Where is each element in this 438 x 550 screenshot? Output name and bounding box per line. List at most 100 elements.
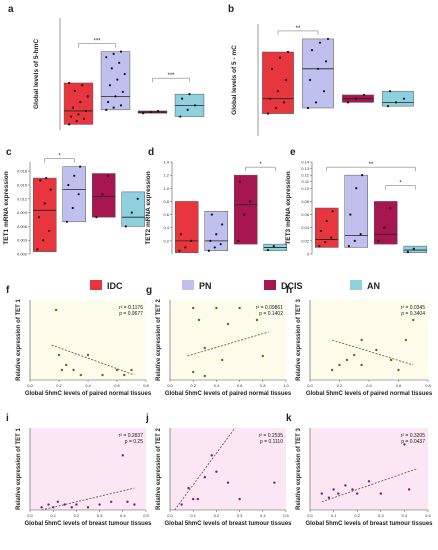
x-tick-label-i: 0.0 [27, 513, 33, 518]
point-d-IDC [184, 246, 187, 249]
point-a-PN [112, 106, 115, 109]
y-tick-label-c: 0.000 [17, 252, 28, 257]
point-c-IDC [42, 239, 45, 242]
point-e-IDC [324, 241, 327, 244]
point-a-IDC [82, 117, 86, 120]
data-point-k [407, 488, 411, 491]
point-a-IDC [70, 115, 73, 118]
data-point-h [397, 368, 400, 372]
point-a-AN [193, 104, 197, 107]
data-point-g [197, 318, 201, 322]
r2-label-f: r² = 0.1176 [119, 305, 143, 311]
panel-letter-k: k [286, 413, 292, 424]
plot-background-h [310, 300, 428, 380]
point-a-IDC [81, 84, 84, 87]
point-c-DCIS [107, 174, 110, 177]
panel-g: g 0.0 0.2 0.4 0.6 0.8 1.0 Global 5hmC levels of… [146, 285, 292, 397]
legend-label-PN: PN [199, 281, 212, 291]
box-b-AN [382, 90, 414, 107]
panel-b: b Global levels of 5 - mC ** [228, 4, 414, 136]
data-point-g [226, 322, 230, 326]
data-point-f [79, 373, 82, 377]
data-point-f [65, 363, 68, 367]
point-d-PN [210, 213, 213, 216]
panel-letter-d: d [148, 147, 154, 158]
point-c-IDC [39, 179, 42, 182]
y-tick-label-e: 0.06 [301, 212, 310, 217]
box-c-AN [121, 191, 146, 227]
data-point-h [330, 368, 334, 372]
y-tick-label-e: 0.14 [301, 160, 310, 165]
point-e-DCIS [383, 226, 386, 229]
point-e-PN [359, 233, 362, 236]
data-point-i [75, 503, 78, 506]
plot-background-g [170, 300, 286, 380]
y-axis-label-f: Relative expression of TET 1 [16, 298, 22, 380]
point-a-AN [181, 97, 184, 100]
data-point-f [101, 373, 104, 377]
y-axis-label-c: TET1 mRNA expression [3, 171, 10, 244]
point-c-DCIS [101, 193, 104, 196]
point-a-DCIS [156, 109, 160, 113]
point-a-PN [119, 50, 123, 53]
point-d-AN [266, 248, 269, 252]
y-axis-label-d: TET2 mRNA expression [145, 171, 152, 244]
y-axis-label-g: Relative expression of TET 2 [156, 298, 162, 380]
data-point-g [238, 306, 241, 310]
panel-h: h 0.0 0.2 0.4 0.6 0.8 Global 5hmC levels of pa… [286, 285, 433, 397]
point-a-PN [121, 90, 124, 94]
panel-k: k 0.0 0.1 0.2 0.3 0.4 0.5 Global 5hmC levels of… [286, 413, 433, 527]
point-b-IDC [268, 97, 272, 100]
point-b-PN [308, 78, 312, 82]
data-point-k [367, 480, 371, 483]
x-tick-label-g: 0.0 [167, 383, 173, 388]
data-point-f [72, 368, 75, 372]
y-tick-label-e: 0.13 [301, 166, 310, 171]
panel-letter-c: c [6, 147, 12, 158]
point-b-IDC [276, 90, 280, 93]
point-e-IDC [319, 229, 322, 233]
x-axis-label-g: Global 5hmC levels of paired normal tiss… [165, 391, 292, 397]
data-point-k [403, 443, 406, 446]
point-c-IDC [37, 216, 40, 219]
point-d-IDC [190, 239, 193, 242]
point-a-IDC [86, 95, 89, 98]
point-e-PN [361, 174, 364, 177]
x-tick-label-k: 0.2 [354, 513, 360, 518]
panel-letter-e: e [290, 147, 296, 158]
point-a-IDC [79, 100, 82, 104]
x-tick-label-j: 0.4 [260, 513, 266, 518]
data-point-j [215, 470, 218, 473]
point-d-DCIS [249, 200, 252, 203]
y-axis-label-h: Relative expression of TET 3 [296, 298, 302, 380]
point-a-PN [114, 95, 117, 98]
trend-line-h [332, 339, 414, 366]
p-value-label-i: p = 0.25 [125, 439, 143, 445]
legend-swatch-DCIS [264, 280, 276, 290]
x-tick-label-f: 0.4 [85, 383, 91, 388]
point-e-IDC [330, 236, 333, 239]
point-b-IDC [282, 101, 286, 104]
point-a-PN [118, 61, 121, 64]
trend-line-j [174, 428, 236, 510]
panel-d: d TET2 mRNA expression 0.2 0.4 0.6 0.8 1.0 1.2 1… [145, 147, 288, 254]
data-point-j [273, 481, 276, 484]
y-axis-label-e: TET3 mRNA expression [285, 171, 292, 244]
y-tick-label-e: 0.10 [301, 186, 310, 191]
point-b-DCIS [354, 97, 358, 100]
p-value-label-j: p = 0.1110 [260, 439, 283, 445]
data-point-f [130, 368, 133, 372]
point-e-DCIS [377, 239, 380, 242]
trend-line-f [51, 344, 135, 376]
data-point-f [57, 353, 61, 357]
x-tick-label-j: 0.1 [190, 513, 196, 518]
point-c-IDC [49, 188, 52, 191]
box-a-IDC [63, 82, 94, 125]
y-axis-label-a: Global levels of 5-hmC [33, 39, 40, 109]
y-axis-label-b: Global levels of 5 - mC [231, 45, 238, 115]
data-point-j [226, 481, 230, 484]
point-c-IDC [48, 229, 51, 233]
box-c-PN [62, 166, 87, 223]
point-d-DCIS [237, 239, 240, 242]
significance-label-e: * [399, 180, 402, 186]
